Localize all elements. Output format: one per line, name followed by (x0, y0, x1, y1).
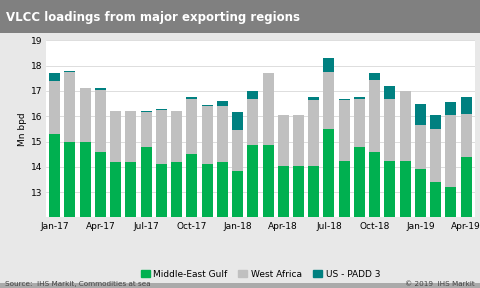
Bar (430, 129, 441, 182)
Bar (278, 115, 289, 166)
Bar (186, 97, 197, 98)
Bar (339, 160, 349, 288)
Bar (247, 145, 258, 288)
Bar (217, 101, 228, 106)
Bar (339, 100, 349, 160)
Bar (354, 98, 365, 147)
Bar (202, 105, 213, 106)
Bar (415, 169, 426, 288)
Bar (141, 111, 152, 112)
Bar (324, 129, 335, 288)
Bar (156, 109, 167, 110)
Bar (384, 160, 396, 288)
Bar (232, 170, 243, 288)
Bar (186, 98, 197, 154)
Bar (445, 102, 456, 115)
Bar (445, 115, 456, 187)
Bar (156, 110, 167, 164)
Bar (263, 145, 274, 288)
Bar (384, 98, 396, 160)
Bar (95, 152, 106, 288)
Bar (64, 72, 75, 141)
Bar (232, 112, 243, 130)
Bar (400, 91, 410, 160)
Bar (202, 106, 213, 164)
Bar (171, 162, 182, 288)
Bar (232, 130, 243, 170)
Bar (64, 71, 75, 72)
Bar (217, 106, 228, 162)
Bar (369, 152, 380, 288)
Bar (278, 166, 289, 288)
Bar (141, 112, 152, 147)
Bar (171, 111, 182, 162)
Bar (339, 98, 349, 100)
Bar (324, 72, 335, 129)
Bar (415, 125, 426, 169)
Bar (308, 97, 319, 100)
Y-axis label: Mn bpd: Mn bpd (18, 112, 27, 146)
Bar (461, 114, 471, 157)
Bar (415, 104, 426, 125)
Bar (400, 160, 410, 288)
Legend: Middle-East Gulf, West Africa, US - PADD 3: Middle-East Gulf, West Africa, US - PADD… (137, 266, 384, 283)
Bar (308, 100, 319, 166)
Bar (461, 157, 471, 288)
Bar (125, 111, 136, 162)
Bar (80, 141, 91, 288)
Bar (125, 162, 136, 288)
Bar (80, 88, 91, 141)
Bar (49, 73, 60, 81)
Bar (217, 162, 228, 288)
Bar (354, 147, 365, 288)
Bar (445, 187, 456, 288)
Bar (95, 90, 106, 152)
Bar (308, 166, 319, 288)
Bar (324, 58, 335, 72)
Text: © 2019  IHS Markit: © 2019 IHS Markit (406, 281, 475, 287)
Bar (354, 97, 365, 98)
Bar (110, 162, 121, 288)
Bar (202, 164, 213, 288)
Bar (247, 91, 258, 98)
Bar (369, 79, 380, 152)
Bar (49, 81, 60, 134)
Bar (369, 73, 380, 79)
Text: Source:  IHS Markit, Commodities at sea: Source: IHS Markit, Commodities at sea (5, 281, 150, 287)
Bar (95, 88, 106, 90)
Text: VLCC loadings from major exporting regions: VLCC loadings from major exporting regio… (6, 11, 300, 24)
Bar (156, 164, 167, 288)
Bar (461, 97, 471, 114)
Bar (293, 115, 304, 166)
Bar (64, 141, 75, 288)
Bar (110, 111, 121, 162)
Bar (141, 147, 152, 288)
Bar (384, 86, 396, 98)
Bar (247, 98, 258, 145)
Bar (430, 115, 441, 129)
Bar (186, 154, 197, 288)
Bar (430, 182, 441, 288)
Bar (263, 73, 274, 145)
Bar (293, 166, 304, 288)
Bar (49, 134, 60, 288)
